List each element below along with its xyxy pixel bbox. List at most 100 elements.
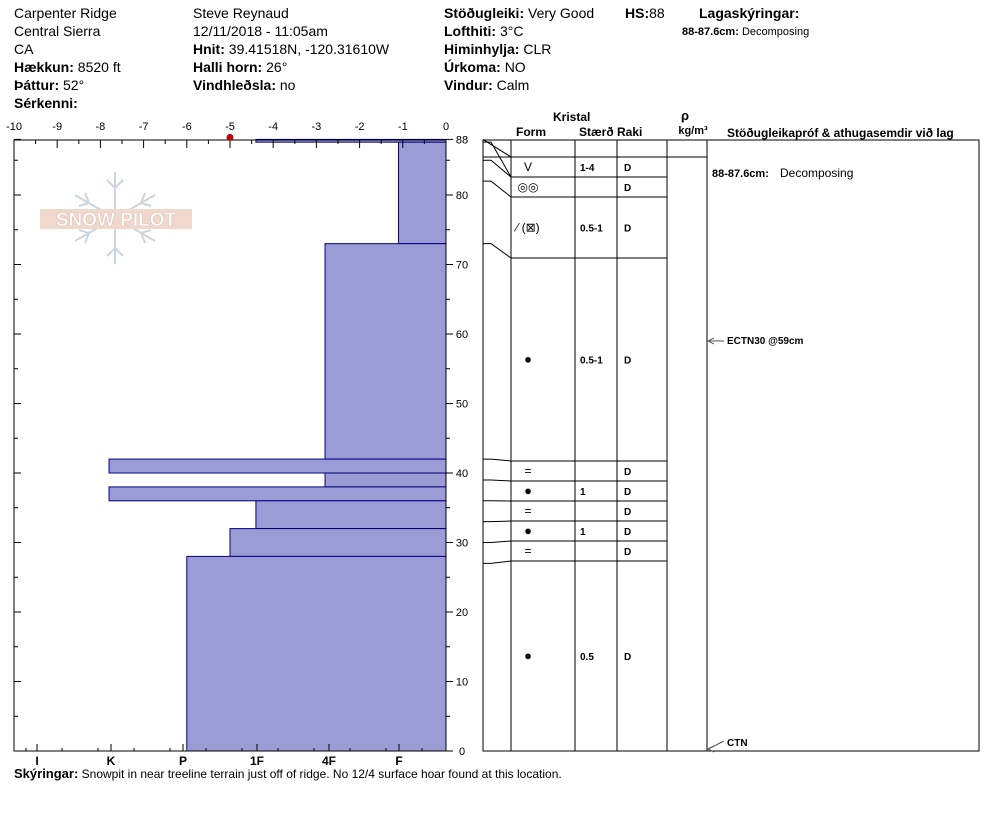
grain-size: 0.5-1 bbox=[580, 224, 603, 235]
state-name: CA bbox=[14, 41, 34, 57]
moisture-value: D bbox=[624, 467, 631, 478]
specifics-row: Sérkenni: bbox=[14, 94, 121, 112]
hardness-tick-label: F bbox=[395, 754, 402, 768]
depth-tick-label: 60 bbox=[456, 329, 468, 341]
coords-value: 39.41518N, -120.31610W bbox=[228, 41, 390, 57]
wind-loading-row: Vindhleðsla: no bbox=[193, 76, 389, 94]
stability-test-label: CTN bbox=[727, 738, 748, 749]
form-header: Form bbox=[516, 125, 546, 139]
grain-size: 1 bbox=[580, 487, 586, 498]
grain-form: ⁄ (⊠) bbox=[513, 221, 539, 235]
grain-form: = bbox=[524, 464, 531, 478]
depth-tick-label: 50 bbox=[456, 399, 468, 411]
elevation-label: Hækkun: bbox=[14, 59, 74, 75]
grain-form: ● bbox=[524, 352, 532, 367]
hardness-tick-label: 1F bbox=[250, 754, 264, 768]
layer-comment-depth: 88-87.6cm: bbox=[712, 168, 769, 180]
wind-value: Calm bbox=[496, 77, 530, 93]
air-temp-value: 3°C bbox=[499, 23, 524, 39]
temp-tick-label: -10 bbox=[6, 121, 22, 133]
wind-loading-value: no bbox=[279, 77, 296, 93]
density-unit: kg/m³ bbox=[678, 125, 708, 137]
layer-note-text: Decomposing bbox=[741, 26, 810, 38]
air-temp-label: Lofthiti: bbox=[444, 23, 497, 39]
grain-form: ◎◎ bbox=[518, 180, 539, 194]
specifics-label: Sérkenni: bbox=[14, 95, 78, 111]
moisture-value: D bbox=[624, 487, 631, 498]
sky-row: Himinhylja: CLR bbox=[444, 40, 594, 58]
snowpilot-logo: SNOW PILOT bbox=[40, 172, 192, 264]
temp-tick-label: -6 bbox=[182, 121, 192, 133]
temp-tick-label: -8 bbox=[96, 121, 106, 133]
sky-value: CLR bbox=[523, 41, 552, 57]
depth-tick-label: 80 bbox=[456, 190, 468, 202]
moisture-value: D bbox=[624, 547, 631, 558]
temp-tick-label: -5 bbox=[225, 121, 235, 133]
slope-label: Halli horn: bbox=[193, 59, 263, 75]
grain-form: ● bbox=[524, 648, 532, 663]
aspect-value: 52° bbox=[63, 77, 85, 93]
grain-form: = bbox=[524, 504, 531, 518]
depth-tick-label: 20 bbox=[456, 607, 468, 619]
air-temp-row: Lofthiti: 3°C bbox=[444, 22, 594, 40]
grain-size: 1 bbox=[580, 527, 586, 538]
crystal-header: Kristal bbox=[553, 110, 590, 124]
grain-form: = bbox=[524, 544, 531, 558]
stratigraphy-table: V 1-4 D ◎◎ D ⁄ (⊠) 0.5-1 D ● 0.5-1 D = D ● 1 D = D ● 1 D = D ● 0… bbox=[482, 138, 980, 753]
stability-row: Stöðugleiki: Very Good bbox=[444, 4, 594, 22]
stability-test-label: ECTN30 @59cm bbox=[727, 336, 804, 347]
wind-loading-label: Vindhleðsla: bbox=[193, 77, 276, 93]
hardness-tick-label: 4F bbox=[322, 754, 336, 768]
slope-row: Halli horn: 26° bbox=[193, 58, 389, 76]
layer-comment-text: Decomposing bbox=[780, 166, 853, 180]
hs-label: HS: bbox=[625, 5, 650, 21]
hardness-bar-2 bbox=[324, 243, 447, 460]
conditions-info: Stöðugleiki: Very Good Lofthiti: 3°C Him… bbox=[444, 4, 594, 94]
hardness-bar-8 bbox=[186, 555, 447, 752]
observer-info: Steve Reynaud 12/11/2018 - 11:05am Hnit:… bbox=[193, 4, 389, 94]
tests-header: Stöðugleikapróf & athugasemdir við lag bbox=[727, 126, 954, 140]
depth-connector bbox=[483, 520, 512, 523]
temp-tick-label: 0 bbox=[443, 121, 449, 133]
depth-connector bbox=[483, 540, 512, 543]
temp-tick-label: -4 bbox=[268, 121, 278, 133]
aspect-row: Þáttur: 52° bbox=[14, 76, 121, 94]
grain-size: 0.5 bbox=[580, 652, 594, 663]
precip-row: Úrkoma: NO bbox=[444, 58, 594, 76]
grain-size: 1-4 bbox=[580, 163, 595, 174]
depth-connector bbox=[483, 560, 512, 564]
temp-tick-label: -9 bbox=[52, 121, 62, 133]
density-header: ρ bbox=[681, 108, 689, 123]
hardness-tick-label: K bbox=[107, 754, 116, 768]
observer-name: Steve Reynaud bbox=[193, 5, 289, 21]
stability-label: Stöðugleiki: bbox=[444, 5, 525, 21]
slope-value: 26° bbox=[266, 59, 288, 75]
layer-notes-entry: 88-87.6cm: Decomposing bbox=[682, 23, 809, 41]
moisture-value: D bbox=[624, 224, 631, 235]
depth-connector bbox=[483, 479, 512, 482]
depth-connector bbox=[483, 458, 512, 462]
hardness-tick-label: I bbox=[35, 754, 38, 768]
site-info: Carpenter Ridge Central Sierra CA Hækkun… bbox=[14, 4, 121, 112]
hardness-bar-6 bbox=[255, 500, 447, 530]
aspect-label: Þáttur: bbox=[14, 77, 60, 93]
moisture-header: Raki bbox=[617, 125, 642, 139]
moisture-value: D bbox=[624, 183, 631, 194]
snow-temp-point bbox=[226, 133, 234, 141]
depth-connector bbox=[483, 159, 512, 178]
precip-label: Úrkoma: bbox=[444, 59, 501, 75]
depth-tick-label: 70 bbox=[456, 260, 468, 272]
grain-form: ● bbox=[524, 483, 532, 498]
moisture-value: D bbox=[624, 527, 631, 538]
depth-tick-label: 30 bbox=[456, 538, 468, 550]
precip-value: NO bbox=[504, 59, 526, 75]
footer-label: Skýringar: bbox=[14, 766, 79, 781]
coords-label: Hnit: bbox=[193, 41, 225, 57]
test-arrow-head bbox=[706, 745, 715, 753]
test-arrow-head bbox=[706, 337, 715, 345]
coords-row: Hnit: 39.41518N, -120.31610W bbox=[193, 40, 389, 58]
hardness-bar-7 bbox=[229, 528, 447, 557]
footer-text: Snowpit in near treeline terrain just of… bbox=[81, 767, 562, 781]
layer-note-depth: 88-87.6cm: bbox=[682, 26, 739, 38]
